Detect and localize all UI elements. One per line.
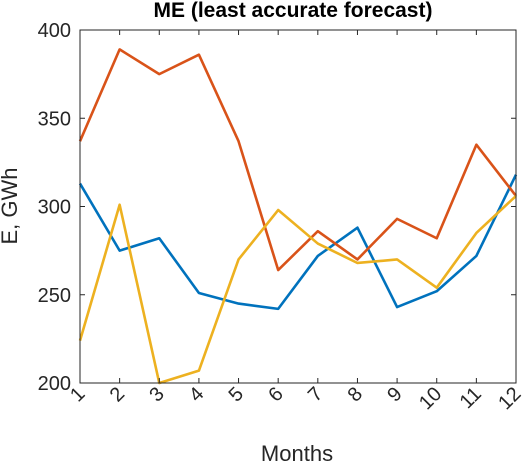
x-tick-label: 10 xyxy=(415,383,446,414)
series-line-2 xyxy=(78,48,518,272)
y-tick-label: 300 xyxy=(38,197,71,219)
x-tick-label: 6 xyxy=(264,383,287,406)
x-tick-label: 1 xyxy=(66,383,89,406)
x-tick-label: 9 xyxy=(383,383,406,406)
x-tick-label: 11 xyxy=(456,383,486,413)
y-axis-label: E, GWh xyxy=(0,167,22,244)
y-tick-label: 200 xyxy=(38,373,71,395)
x-tick-label: 4 xyxy=(185,383,208,406)
y-tick-label: 250 xyxy=(38,285,71,307)
series-layer xyxy=(78,48,518,385)
series-line-1 xyxy=(78,174,518,311)
x-tick-label: 3 xyxy=(145,383,168,406)
x-axis-label: Months xyxy=(261,441,333,465)
series-line-3 xyxy=(78,194,517,385)
x-tick-label: 2 xyxy=(106,383,129,406)
x-tick-label: 5 xyxy=(225,383,248,406)
x-tick-label: 8 xyxy=(344,383,367,406)
y-tick-label: 350 xyxy=(38,108,71,130)
x-tick-label: 12 xyxy=(494,383,525,414)
y-tick-label: 400 xyxy=(38,20,71,42)
chart-title: ME (least accurate forecast) xyxy=(154,0,433,22)
x-tick-label: 7 xyxy=(304,383,327,406)
